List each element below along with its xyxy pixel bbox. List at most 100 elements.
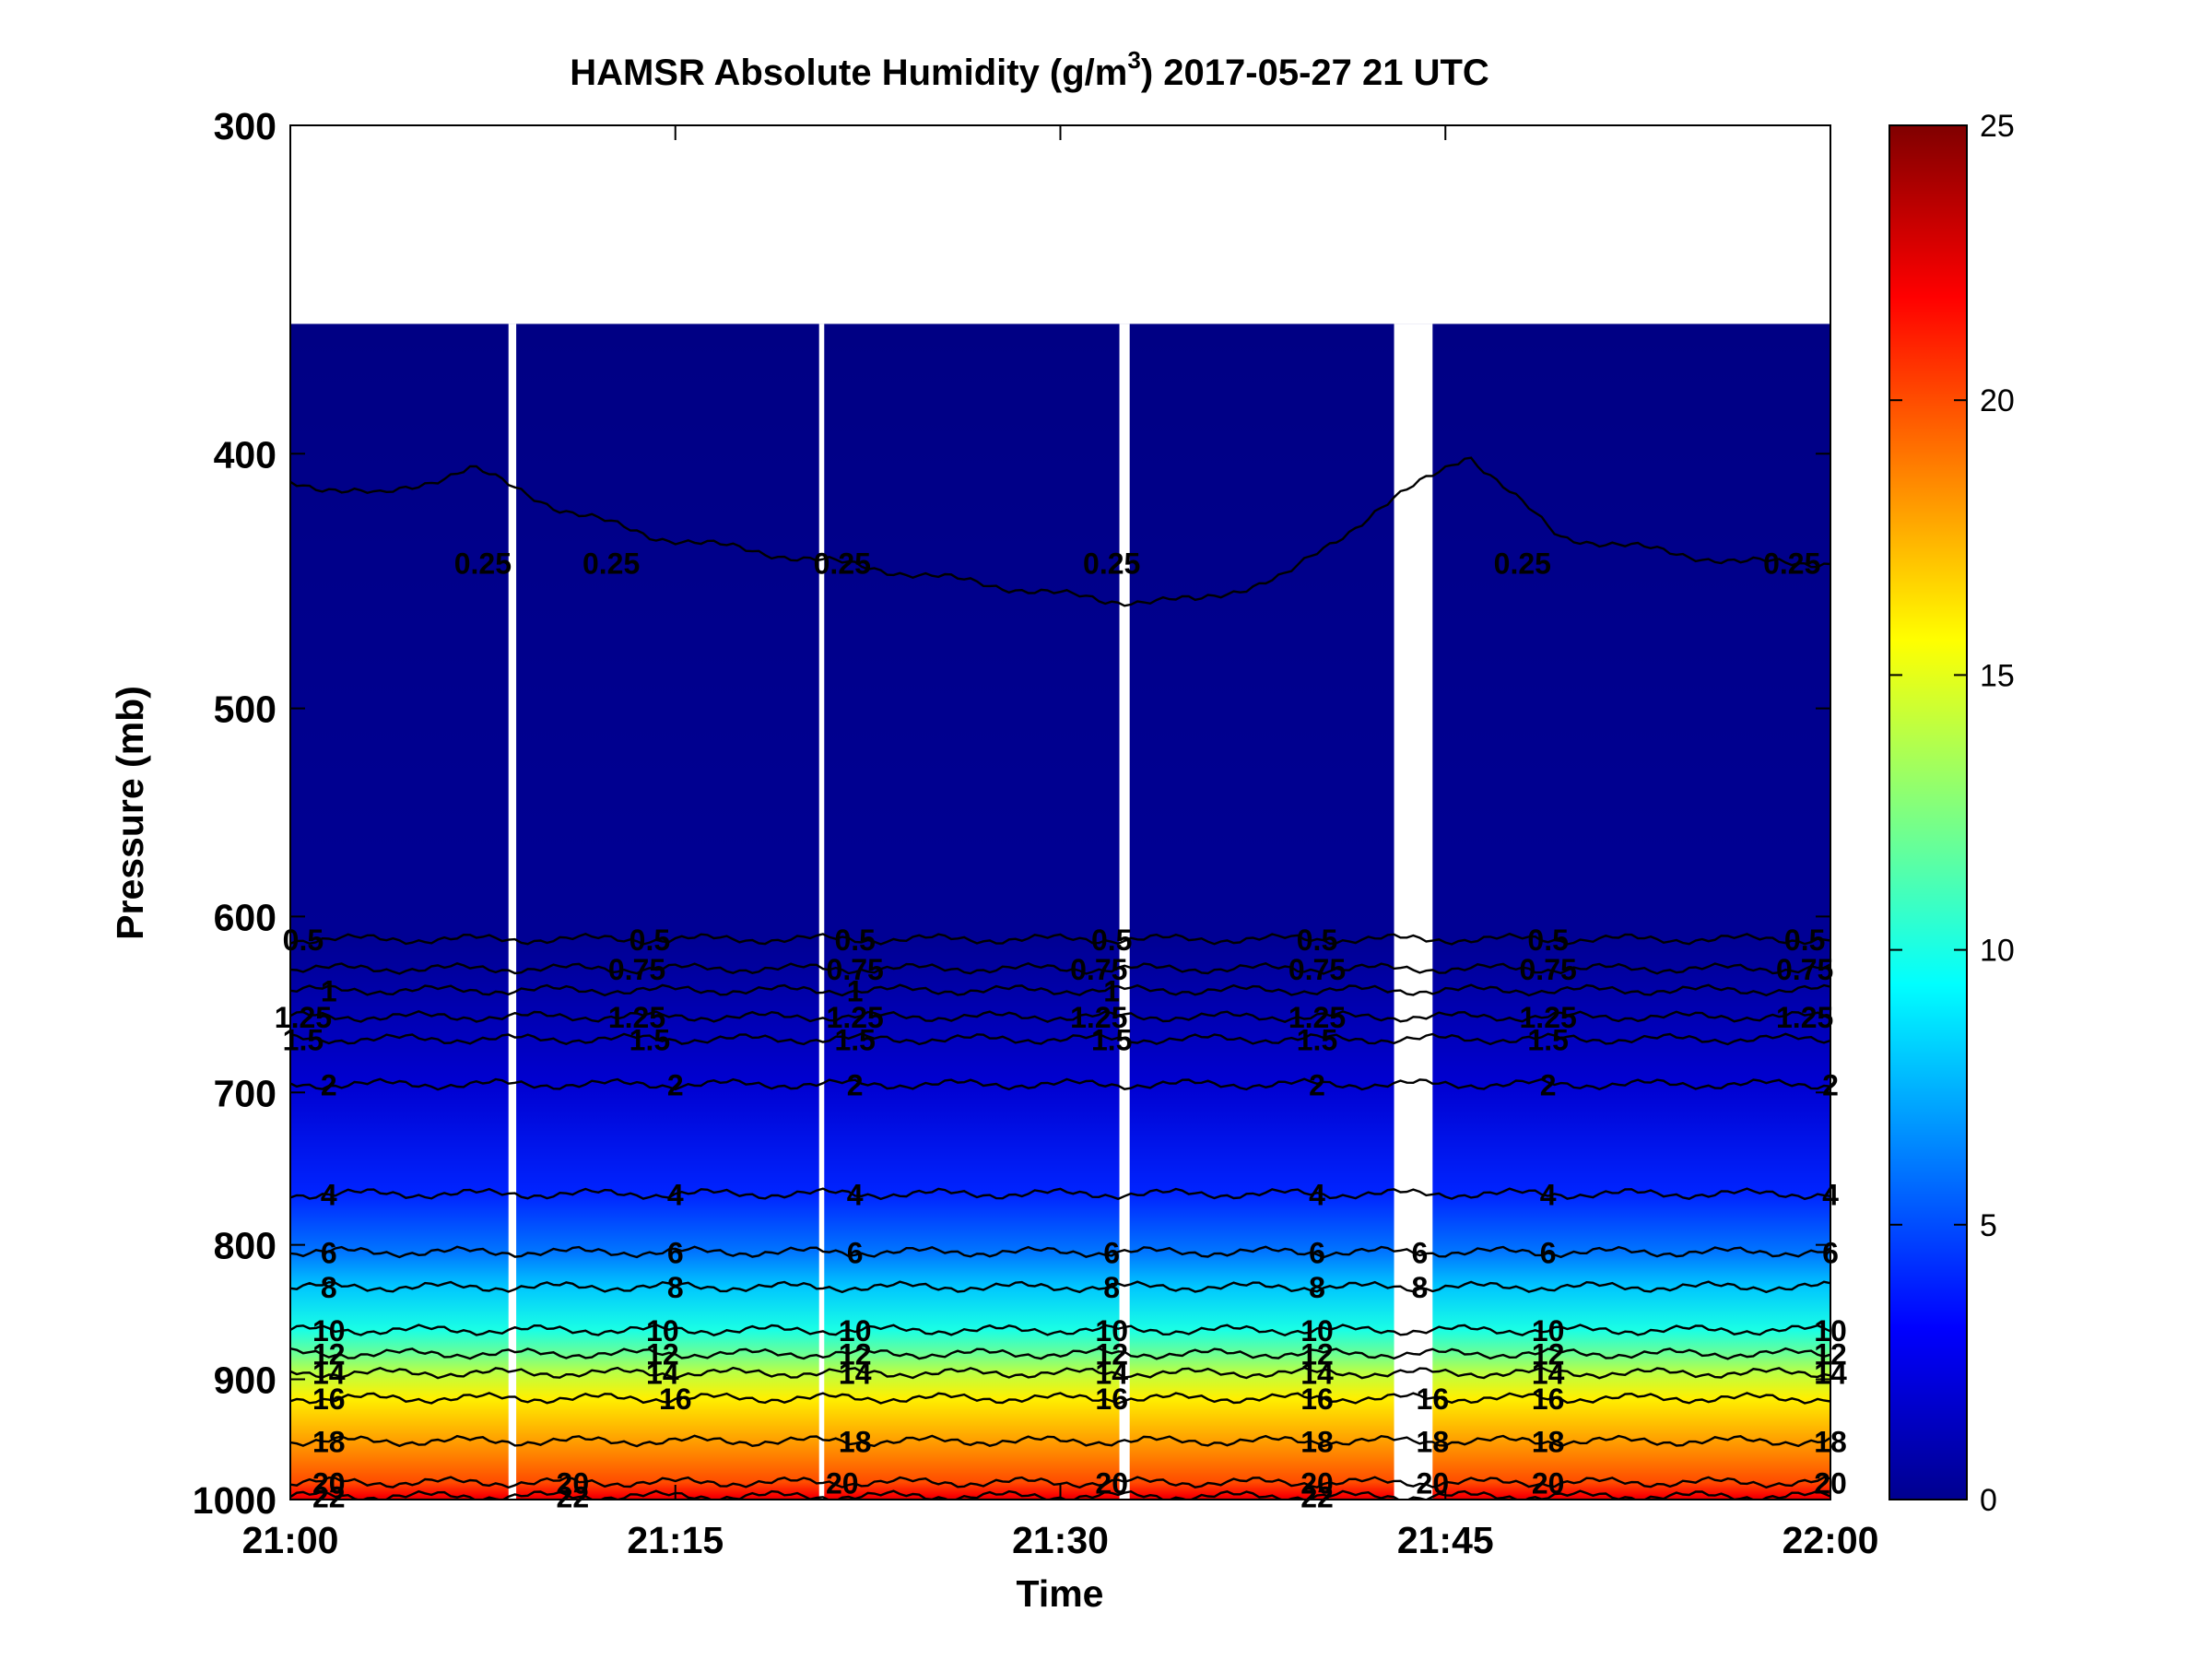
- missing-column: [818, 324, 825, 1500]
- contour-label: 0.25: [814, 547, 871, 580]
- contour-label: 4: [1309, 1178, 1325, 1211]
- contour-label: 12: [1300, 1338, 1334, 1371]
- contour-label: 0.25: [1083, 547, 1140, 580]
- contour-label: 20: [1417, 1466, 1450, 1500]
- contour-label: 12: [1532, 1338, 1565, 1371]
- contour-label: 0.25: [1494, 547, 1551, 580]
- colorbar-tick-label: 15: [1980, 658, 2015, 693]
- contour-label: 16: [312, 1382, 346, 1416]
- contour-label: 0.25: [454, 547, 512, 580]
- colorbar-tick-label: 25: [1980, 109, 2015, 144]
- contour-label: 0.5: [834, 924, 875, 957]
- colorbar-gradient: [1888, 124, 1968, 1500]
- contour-label: 0.75: [827, 953, 884, 986]
- contour-line-14: [290, 1366, 1830, 1380]
- contour-label: 8: [321, 1271, 337, 1304]
- contour-label: 20: [826, 1466, 859, 1500]
- contour-label: 6: [1103, 1236, 1120, 1269]
- contour-label: 0.5: [1784, 924, 1825, 957]
- contour-label: 18: [1532, 1425, 1565, 1458]
- contour-label: 12: [312, 1338, 346, 1371]
- contour-label: 1: [847, 974, 864, 1007]
- contour-label: 4: [1540, 1178, 1557, 1211]
- contour-line-4: [290, 1187, 1830, 1201]
- contour-label: 1.25: [1070, 1001, 1127, 1034]
- contour-line-0.25: [290, 456, 1830, 607]
- contour-label: 14: [839, 1358, 872, 1391]
- x-tick-label: 22:00: [1783, 1519, 1879, 1561]
- contour-label: 20: [1095, 1466, 1128, 1500]
- contour-label: 0.25: [1763, 547, 1820, 580]
- contour-label: 1.25: [608, 1001, 665, 1034]
- contour-label: 1.25: [1520, 1001, 1577, 1034]
- humidity-field: [290, 324, 1830, 1500]
- contour-label: 8: [1103, 1271, 1120, 1304]
- contour-line-20: [290, 1476, 1830, 1489]
- contour-label: 0.5: [1527, 924, 1568, 957]
- contour-label: 14: [1300, 1358, 1334, 1391]
- colorbar-ticks: 0 5 10 15 20 25: [1889, 109, 2015, 1518]
- y-tick-label: 300: [214, 105, 276, 147]
- contour-label: 0.5: [283, 924, 324, 957]
- contour-label: 14: [1095, 1358, 1128, 1391]
- contour-line-12: [290, 1347, 1830, 1360]
- y-tick-label: 600: [214, 896, 276, 938]
- y-tick-label: 400: [214, 433, 276, 476]
- contour-line-18: [290, 1434, 1830, 1448]
- contour-lines: [290, 456, 1830, 1500]
- contour-label: 10: [1095, 1314, 1128, 1347]
- contour-label: 8: [667, 1271, 684, 1304]
- y-tick-label: 700: [214, 1072, 276, 1114]
- contour-label: 16: [1095, 1382, 1128, 1416]
- contour-label: 6: [1540, 1236, 1557, 1269]
- contour-line-10: [290, 1324, 1830, 1336]
- x-tick-label: 21:30: [1012, 1519, 1109, 1561]
- contour-label: 1.5: [1297, 1023, 1337, 1056]
- contour-label: 1.25: [1776, 1001, 1833, 1034]
- contour-label: 1.5: [283, 1023, 324, 1056]
- x-tick-labels: 21:00 21:15 21:30 21:45 22:00: [242, 1519, 1879, 1561]
- contour-label: 0.5: [629, 924, 670, 957]
- contour-line-1.25: [290, 1010, 1830, 1023]
- missing-column: [1119, 324, 1130, 1500]
- contour-label: 4: [321, 1178, 337, 1211]
- contour-label: 0.75: [1776, 953, 1833, 986]
- missing-column: [508, 324, 517, 1500]
- y-tick-labels: 300 400 500 600 700 800 900 1000: [193, 105, 276, 1522]
- contour-label: 2: [1540, 1068, 1557, 1101]
- contour-label: 22: [312, 1480, 346, 1513]
- title-main: HAMSR Absolute Humidity (g/m: [570, 53, 1127, 93]
- contour-label: 0.75: [1070, 953, 1127, 986]
- x-tick-label: 21:15: [627, 1519, 724, 1561]
- contour-label: 2: [847, 1068, 864, 1101]
- contour-line-0.75: [290, 962, 1830, 975]
- contour-label: 0.5: [1091, 924, 1132, 957]
- contour-label: 1.25: [1288, 1001, 1346, 1034]
- contour-label: 8: [1412, 1271, 1429, 1304]
- contour-label: 12: [1095, 1338, 1128, 1371]
- y-axis-label: Pressure (mb): [109, 686, 151, 940]
- contour-label: 1: [321, 974, 337, 1007]
- contour-label: 1.5: [1527, 1023, 1568, 1056]
- contour-label: 14: [646, 1358, 679, 1391]
- contour-label: 1.25: [827, 1001, 884, 1034]
- contour-label: 2: [667, 1068, 684, 1101]
- contour-label: 4: [847, 1178, 864, 1211]
- colorbar-tick-label: 0: [1980, 1483, 1997, 1518]
- contour-label: 20: [312, 1466, 346, 1500]
- contour-label: 1.5: [629, 1023, 670, 1056]
- x-tick-label: 21:00: [242, 1519, 339, 1561]
- contour-label: 0.75: [1520, 953, 1577, 986]
- colorbar-tick-label: 20: [1980, 383, 2015, 418]
- contour-label: 6: [1412, 1236, 1429, 1269]
- contour-label: 10: [1300, 1314, 1334, 1347]
- contour-label: 22: [1300, 1480, 1334, 1513]
- contour-label: 6: [1309, 1236, 1325, 1269]
- chart-title: HAMSR Absolute Humidity (g/m3) 2017-05-2…: [570, 46, 1489, 93]
- x-tick-label: 21:45: [1397, 1519, 1494, 1561]
- contour-label: 22: [557, 1480, 590, 1513]
- missing-data-columns: [508, 324, 1433, 1500]
- contour-label: 1.5: [834, 1023, 875, 1056]
- contour-label: 6: [847, 1236, 864, 1269]
- contour-label: 1.25: [275, 1001, 332, 1034]
